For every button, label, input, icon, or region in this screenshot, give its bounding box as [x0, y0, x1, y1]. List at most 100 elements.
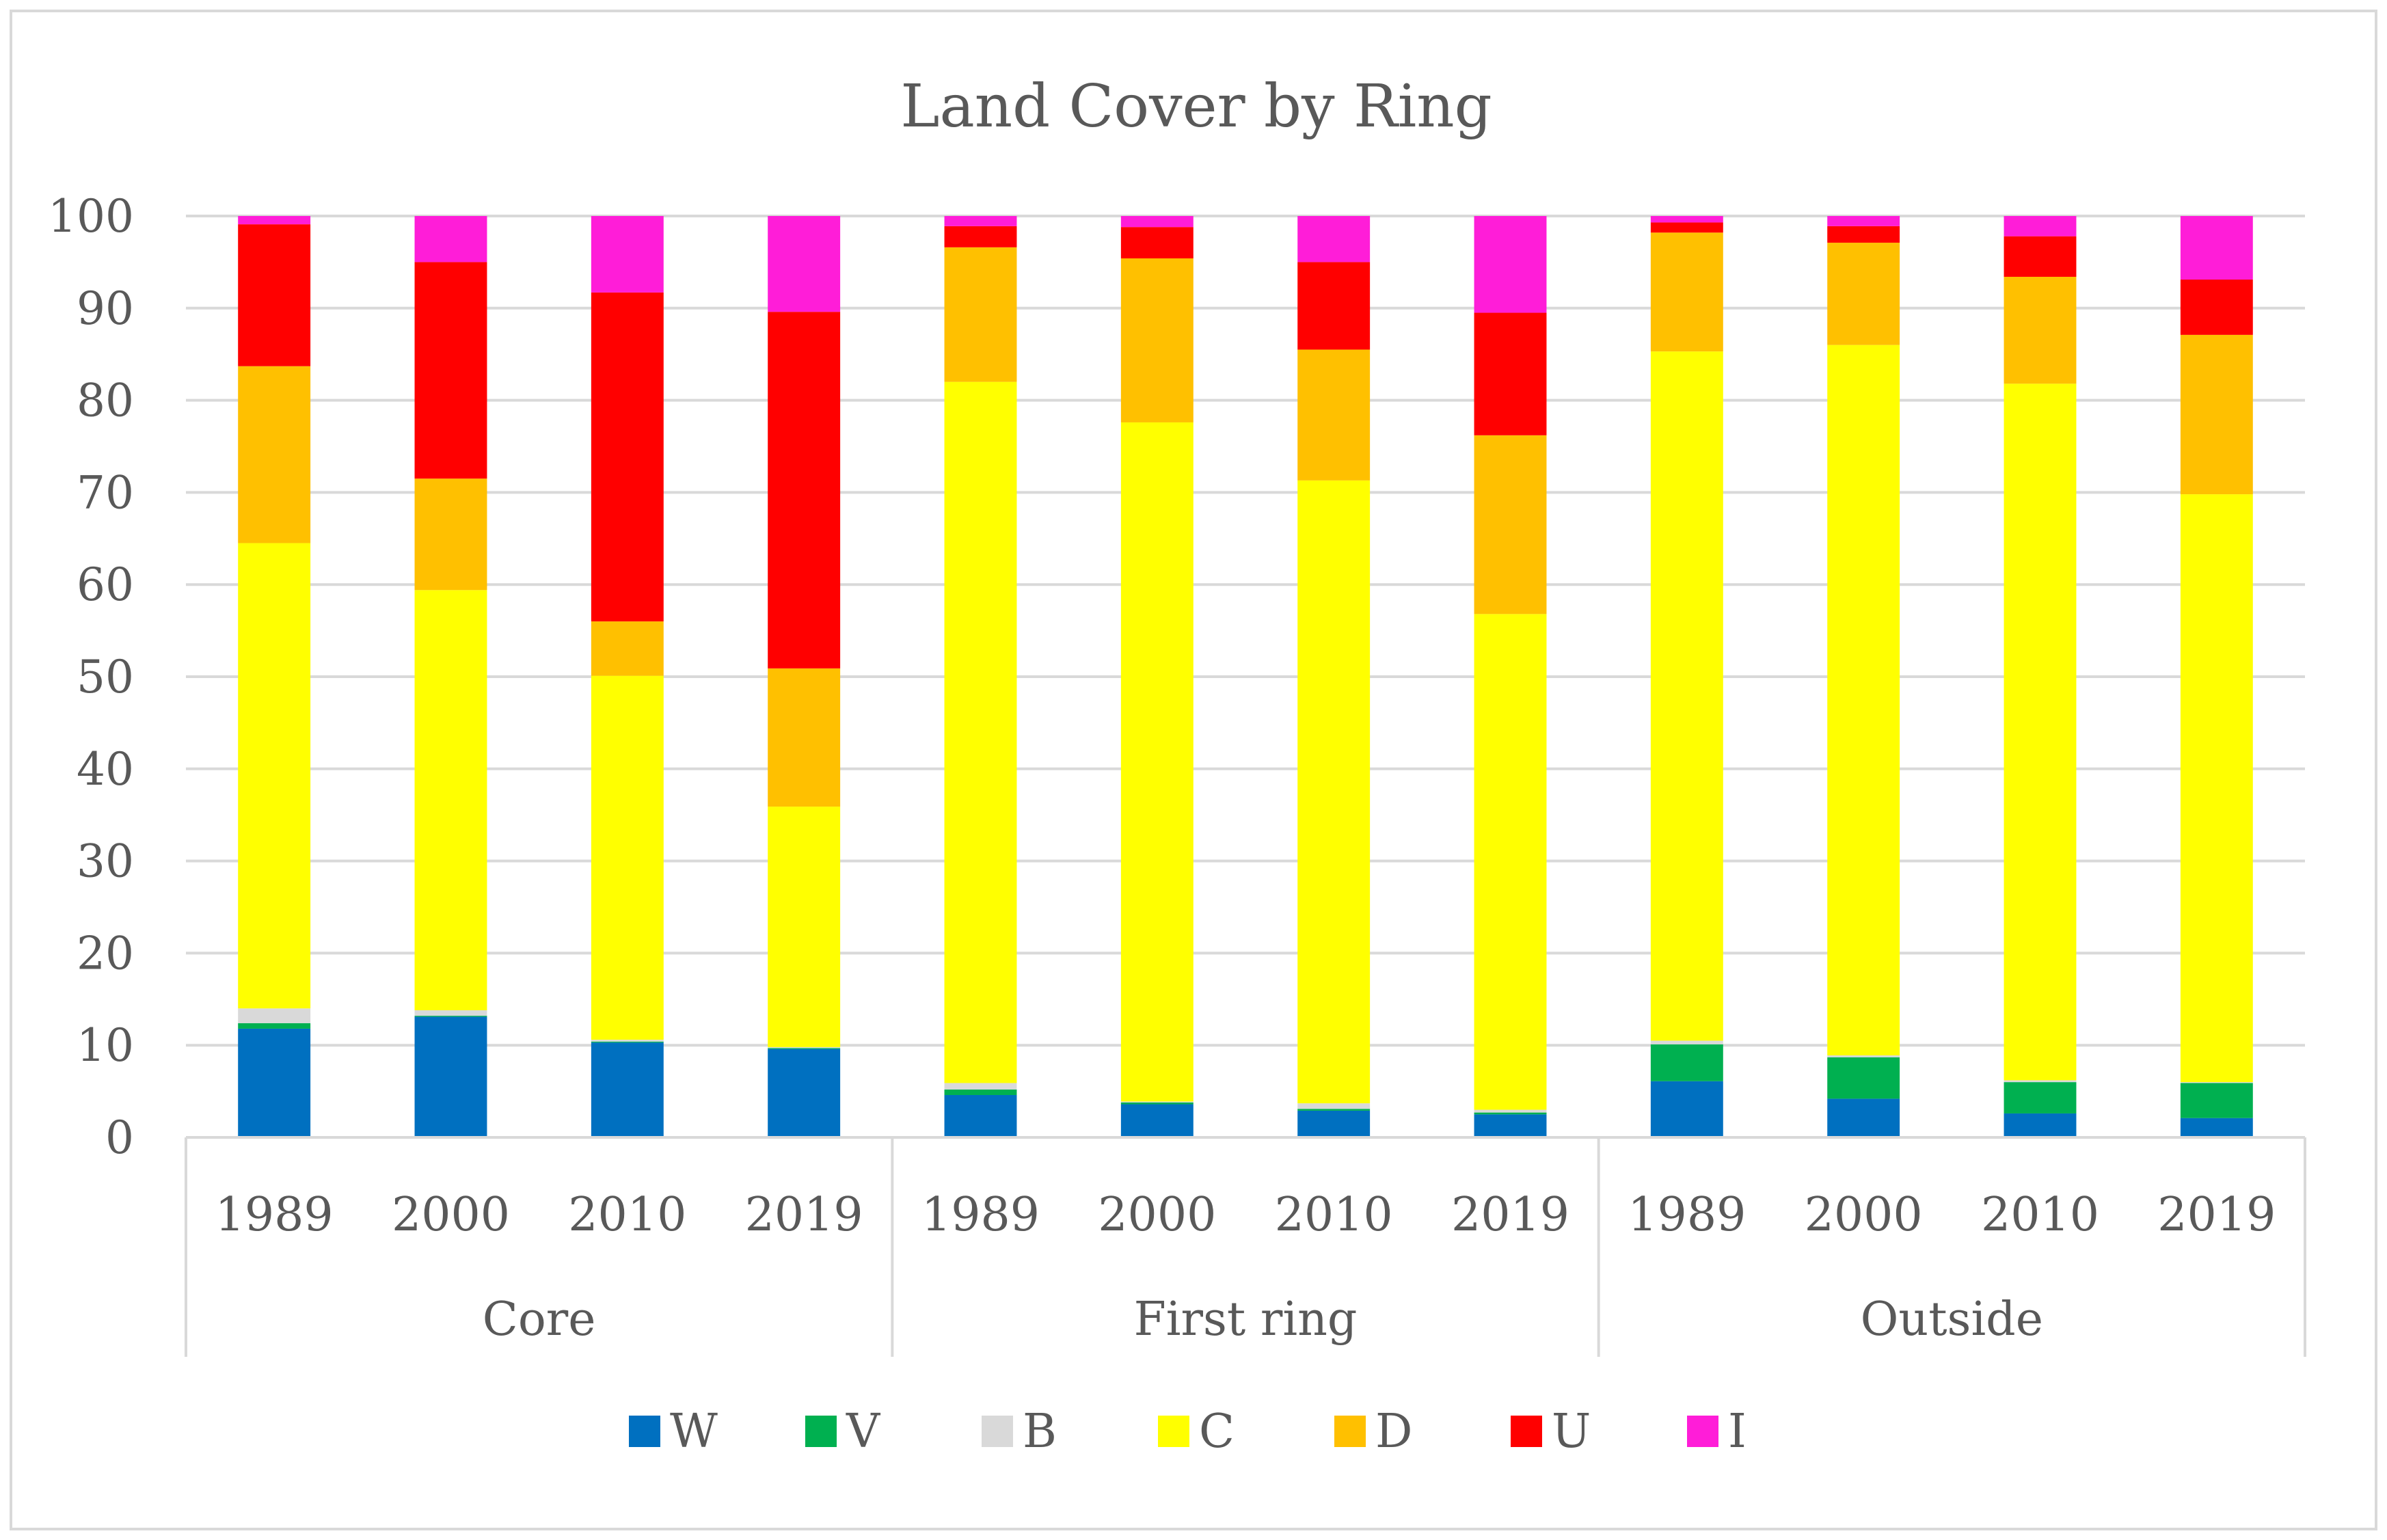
bar-segment-u: [1120, 227, 1194, 259]
bar-segment-u: [238, 224, 311, 366]
bar-segment-v: [1474, 1112, 1547, 1115]
legend-label-u: U: [1552, 1405, 1591, 1459]
x-tick-label: 1989: [921, 1188, 1040, 1242]
bar-segment-b: [1827, 1055, 1900, 1057]
bar-segment-d: [1297, 349, 1371, 481]
bar-segment-v: [768, 1048, 841, 1049]
legend-label-i: I: [1728, 1405, 1747, 1459]
x-tick-label: 1989: [215, 1188, 334, 1242]
bar-segment-i: [944, 216, 1017, 226]
legend-label-w: W: [670, 1405, 718, 1459]
bar-segment-u: [2004, 236, 2077, 277]
y-tick-label: 60: [77, 558, 134, 611]
bar-segment-i: [414, 216, 487, 262]
y-tick-label: 90: [77, 282, 134, 335]
bar-segment-v: [1120, 1102, 1194, 1105]
y-tick-label: 80: [77, 375, 134, 427]
bar-segment-i: [1827, 216, 1900, 226]
chart-title: Land Cover by Ring: [900, 72, 1492, 141]
y-tick-label: 50: [77, 651, 134, 703]
x-tick-label: 2010: [568, 1188, 686, 1242]
group-label: Outside: [1861, 1293, 2043, 1347]
y-tick-label: 70: [77, 466, 134, 519]
bar-segment-i: [1474, 216, 1547, 313]
bar-segment-i: [1297, 216, 1371, 262]
legend-swatch-w: [629, 1416, 660, 1447]
bar-segment-v: [944, 1089, 1017, 1095]
legend-label-d: D: [1375, 1405, 1413, 1459]
bar-segment-i: [2004, 216, 2077, 237]
bar-segment-u: [944, 226, 1017, 247]
legend-swatch-u: [1511, 1416, 1542, 1447]
x-tick-label: 1989: [1628, 1188, 1746, 1242]
bar-segment-c: [768, 807, 841, 1047]
bar-segment-v: [1650, 1044, 1723, 1081]
legend-swatch-v: [805, 1416, 837, 1447]
x-tick-label: 2000: [392, 1188, 510, 1242]
bar-segment-w: [1827, 1098, 1900, 1137]
bar-segment-u: [768, 312, 841, 668]
bar-segment-w: [1650, 1081, 1723, 1137]
bar-segment-w: [768, 1049, 841, 1137]
x-tick-label: 2010: [1981, 1188, 2099, 1242]
bar-segment-d: [238, 366, 311, 543]
bar-segment-i: [1650, 216, 1723, 223]
bar-segment-d: [1827, 243, 1900, 345]
x-tick-label: 2010: [1275, 1188, 1393, 1242]
bar-segment-v: [1297, 1109, 1371, 1111]
bar-segment-c: [238, 543, 311, 1009]
legend-swatch-d: [1334, 1416, 1366, 1447]
bar-segment-v: [2004, 1082, 2077, 1113]
group-label: First ring: [1134, 1293, 1358, 1347]
bar-segment-v: [1827, 1057, 1900, 1099]
bar-segment-w: [414, 1016, 487, 1137]
bar-segment-b: [414, 1010, 487, 1016]
legend-swatch-c: [1158, 1416, 1189, 1447]
bar-segment-d: [768, 668, 841, 807]
bar-segment-u: [1827, 226, 1900, 243]
bar-segment-b: [944, 1083, 1017, 1090]
y-tick-label: 100: [48, 190, 134, 243]
bar-segment-w: [1474, 1114, 1547, 1137]
legend-label-b: B: [1023, 1405, 1057, 1459]
group-label: Core: [483, 1293, 596, 1347]
bar-segment-w: [2180, 1118, 2253, 1137]
bar-segment-d: [1120, 258, 1194, 422]
legend-swatch-b: [982, 1416, 1013, 1447]
legend-label-c: C: [1199, 1405, 1235, 1459]
legend-swatch-i: [1687, 1416, 1718, 1447]
y-tick-label: 10: [77, 1019, 134, 1072]
bars: [238, 216, 2253, 1137]
bar-segment-b: [591, 1040, 664, 1042]
y-tick-label: 20: [77, 927, 134, 980]
bar-segment-c: [1120, 422, 1194, 1102]
bar-segment-i: [591, 216, 664, 293]
bar-segment-c: [2180, 494, 2253, 1083]
bar-segment-d: [1474, 435, 1547, 614]
bar-segment-d: [414, 478, 487, 591]
legend-label-v: V: [846, 1405, 881, 1459]
x-tick-label: 2019: [2157, 1188, 2276, 1242]
bar-segment-i: [238, 216, 311, 225]
bar-segment-w: [1120, 1104, 1194, 1137]
y-tick-label: 40: [77, 743, 134, 796]
bar-segment-d: [1650, 232, 1723, 352]
bar-segment-b: [1650, 1040, 1723, 1044]
bar-segment-c: [1827, 345, 1900, 1056]
bar-segment-v: [238, 1023, 311, 1029]
bar-segment-d: [944, 247, 1017, 382]
bar-segment-v: [2180, 1083, 2253, 1118]
bar-segment-b: [238, 1008, 311, 1023]
bar-segment-c: [2004, 383, 2077, 1081]
bar-segment-w: [2004, 1113, 2077, 1137]
x-axis: 1989 2000 2010 2019 Core 1989 2000 2010 2019 Firs…: [185, 1136, 2306, 1357]
y-axis: 0 10 20 30 40 50 60 70 80 90 100: [48, 190, 134, 1164]
bar-segment-u: [1297, 262, 1371, 350]
x-tick-label: 2019: [745, 1188, 863, 1242]
bar-segment-c: [1474, 614, 1547, 1110]
bar-segment-w: [238, 1028, 311, 1137]
bar-segment-b: [768, 1046, 841, 1049]
bar-segment-w: [591, 1042, 664, 1137]
